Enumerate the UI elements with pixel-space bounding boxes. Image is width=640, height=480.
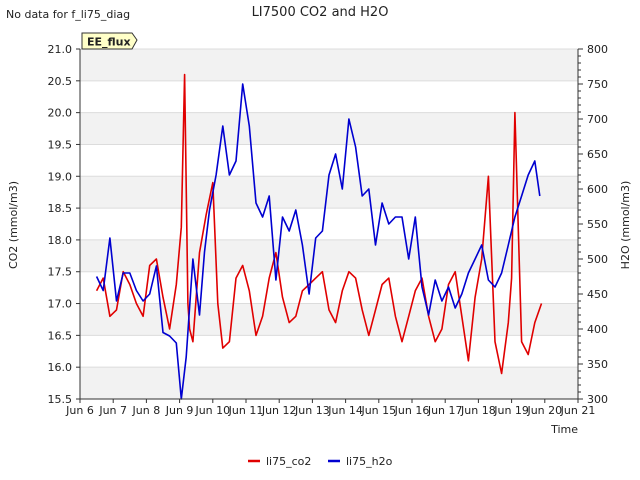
left-tick-label: 20.5 — [48, 75, 73, 88]
x-tick-label: Jun 10 — [194, 404, 230, 417]
left-tick-label: 17.5 — [48, 266, 73, 279]
right-tick-label: 500 — [587, 253, 608, 266]
right-axis: 300 350 400 450 500 550 600 650 700 750 800 — [577, 43, 608, 406]
legend: li75_co2 li75_h2o — [248, 455, 393, 468]
left-tick-label: 17.0 — [48, 298, 73, 311]
right-tick-label: 750 — [587, 78, 608, 91]
grid-lines — [80, 48, 578, 400]
series-li75_co2 — [95, 73, 543, 375]
right-tick-label: 700 — [587, 113, 608, 126]
plot-band — [80, 239, 578, 272]
left-tick-label: 15.5 — [48, 393, 73, 406]
x-tick-label: Jun 21 — [560, 404, 596, 417]
y-axis-left-label: CO2 (mmol/m3) — [7, 181, 20, 269]
right-tick-label: 400 — [587, 323, 608, 336]
x-tick-label: Jun 18 — [460, 404, 496, 417]
x-tick-label: Jun 12 — [261, 404, 297, 417]
legend-label-li75_co2: li75_co2 — [266, 455, 311, 468]
x-tick-label: Jun 20 — [526, 404, 562, 417]
y-axis-right-label: H2O (mmol/m3) — [619, 181, 632, 270]
left-tick-label: 16.0 — [48, 361, 73, 374]
right-tick-label: 650 — [587, 148, 608, 161]
plot-bands — [80, 49, 578, 399]
x-tick-label: Jun 16 — [394, 404, 430, 417]
left-tick-label: 20.0 — [48, 107, 73, 120]
legend-label-li75_h2o: li75_h2o — [346, 455, 393, 468]
left-tick-label: 16.5 — [48, 329, 73, 342]
x-tick-label: Jun 8 — [132, 404, 161, 417]
plot-band — [80, 112, 578, 145]
left-tick-label: 21.0 — [48, 43, 73, 56]
series-li75_h2o — [95, 83, 541, 400]
x-tick-label: Jun 19 — [493, 404, 529, 417]
x-tick-label: Jun 11 — [228, 404, 264, 417]
left-tick-label: 19.0 — [48, 170, 73, 183]
x-tick-label: Jun 7 — [98, 404, 127, 417]
x-tick-label: Jun 9 — [165, 404, 194, 417]
x-axis-label: Time — [550, 423, 578, 436]
right-tick-label: 350 — [587, 358, 608, 371]
x-tick-label: Jun 14 — [327, 404, 363, 417]
series-lines — [95, 73, 543, 400]
left-axis: 15.5 16.0 16.5 17.0 17.5 18.0 18.5 19.0 19.5 20.0… — [48, 43, 81, 406]
badge-label: EE_flux — [87, 36, 131, 49]
right-tick-label: 300 — [587, 393, 608, 406]
ee-flux-badge: EE_flux — [81, 32, 138, 50]
right-tick-label: 550 — [587, 218, 608, 231]
x-tick-label: Jun 15 — [360, 404, 396, 417]
x-tick-label: Jun 13 — [294, 404, 330, 417]
left-tick-label: 19.5 — [48, 138, 73, 151]
plot-band — [80, 49, 578, 81]
plot-frame — [79, 48, 579, 400]
plot-band — [80, 367, 578, 399]
chart-subtitle: No data for f_li75_diag — [6, 8, 130, 21]
chart-title: LI7500 CO2 and H2O — [252, 5, 389, 20]
right-tick-label: 800 — [587, 43, 608, 56]
x-tick-label: Jun 6 — [65, 404, 94, 417]
left-tick-label: 18.5 — [48, 202, 73, 215]
left-tick-label: 18.0 — [48, 234, 73, 247]
right-tick-label: 600 — [587, 183, 608, 196]
x-tick-label: Jun 17 — [427, 404, 463, 417]
right-tick-label: 450 — [587, 288, 608, 301]
